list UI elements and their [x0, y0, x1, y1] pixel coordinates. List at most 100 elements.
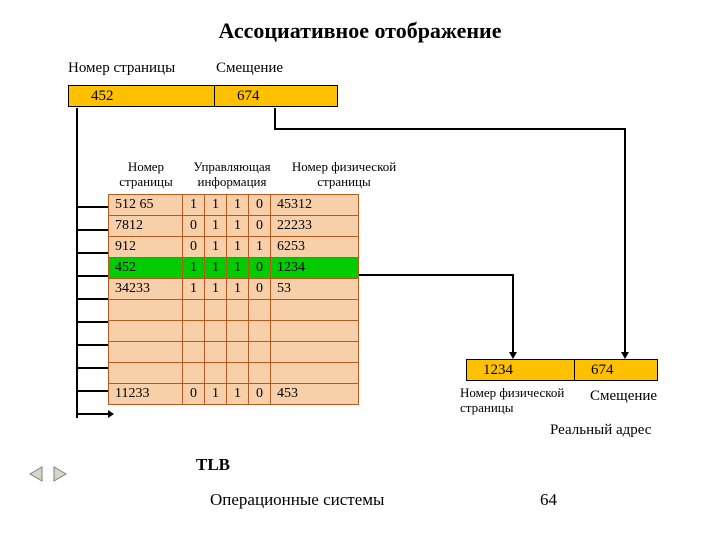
va-header-offset: Смещение	[216, 60, 283, 77]
tlb-header-page: Номер страницы	[110, 160, 182, 190]
tlb-phys-cell: 22233	[271, 216, 359, 237]
tlb-bit-cell	[249, 342, 271, 363]
lookup-bus	[76, 108, 108, 418]
table-row: 45211101234	[109, 258, 359, 279]
diagram-title: Ассоциативное отображение	[0, 18, 720, 44]
table-row	[109, 342, 359, 363]
tlb-table: 512 651110453127812011022233912011162534…	[108, 194, 359, 405]
table-row: 7812011022233	[109, 216, 359, 237]
tlb-bit-cell: 1	[205, 237, 227, 258]
page-number: 64	[540, 490, 557, 510]
tlb-bit-cell: 0	[183, 216, 205, 237]
tlb-bit-cell: 1	[249, 237, 271, 258]
tlb-bit-cell: 0	[249, 279, 271, 300]
tlb-bit-cell	[249, 363, 271, 384]
tlb-bit-cell: 1	[227, 384, 249, 405]
tlb-page-cell: 452	[109, 258, 183, 279]
tlb-bit-cell: 0	[183, 384, 205, 405]
tlb-phys-cell: 53	[271, 279, 359, 300]
tlb-bit-cell: 1	[183, 195, 205, 216]
conn-match-v	[512, 274, 514, 354]
tlb-page-cell: 512 65	[109, 195, 183, 216]
table-row: 512 65111045312	[109, 195, 359, 216]
virtual-address-box: 452 674	[68, 85, 338, 107]
chevron-right-icon	[52, 466, 68, 482]
table-row: 112330110453	[109, 384, 359, 405]
tlb-bit-cell	[249, 300, 271, 321]
tlb-phys-cell: 453	[271, 384, 359, 405]
table-row: 34233111053	[109, 279, 359, 300]
tlb-caption: TLB	[196, 455, 230, 475]
tlb-bit-cell	[183, 300, 205, 321]
ra-phys-cell: 1234	[467, 360, 575, 380]
tlb-bit-cell: 0	[249, 384, 271, 405]
prev-slide-button[interactable]	[28, 466, 44, 482]
conn-offset-h	[274, 128, 625, 130]
tlb-bit-cell: 1	[227, 237, 249, 258]
table-row	[109, 300, 359, 321]
footer-text: Операционные системы	[210, 490, 510, 510]
tlb-bit-cell: 0	[249, 216, 271, 237]
real-address-box: 1234 674	[466, 359, 658, 381]
tlb-bit-cell: 0	[249, 195, 271, 216]
table-row	[109, 321, 359, 342]
tlb-table-wrap: 512 651110453127812011022233912011162534…	[108, 194, 359, 405]
tlb-bit-cell	[183, 342, 205, 363]
tlb-bit-cell: 1	[205, 384, 227, 405]
chevron-left-icon	[28, 466, 44, 482]
tlb-bit-cell: 1	[227, 279, 249, 300]
tlb-bit-cell	[249, 321, 271, 342]
tlb-bit-cell	[183, 363, 205, 384]
tlb-bit-cell	[227, 363, 249, 384]
tlb-page-cell: 7812	[109, 216, 183, 237]
tlb-header-ctrl: Управляющая информация	[184, 160, 280, 190]
tlb-bit-cell	[183, 321, 205, 342]
tlb-page-cell: 34233	[109, 279, 183, 300]
tlb-bit-cell: 1	[183, 258, 205, 279]
tlb-phys-cell	[271, 342, 359, 363]
tlb-bit-cell	[205, 300, 227, 321]
va-page-cell: 452	[69, 86, 215, 106]
ra-title: Реальный адрес	[550, 422, 651, 439]
tlb-page-cell	[109, 342, 183, 363]
tlb-bit-cell	[205, 342, 227, 363]
tlb-bit-cell: 1	[183, 279, 205, 300]
tlb-bit-cell: 1	[227, 216, 249, 237]
tlb-bit-cell: 1	[205, 195, 227, 216]
tlb-phys-cell	[271, 300, 359, 321]
tlb-bit-cell	[205, 363, 227, 384]
tlb-phys-cell: 1234	[271, 258, 359, 279]
ra-label-offset: Смещение	[590, 388, 657, 405]
tlb-page-cell: 11233	[109, 384, 183, 405]
tlb-phys-cell: 45312	[271, 195, 359, 216]
tlb-bit-cell: 1	[205, 258, 227, 279]
tlb-phys-cell	[271, 321, 359, 342]
va-header-page: Номер страницы	[68, 60, 175, 77]
tlb-bit-cell	[205, 321, 227, 342]
ra-offset-cell: 674	[575, 360, 657, 380]
tlb-bit-cell	[227, 300, 249, 321]
conn-offset-v2	[624, 128, 626, 354]
va-offset-cell: 674	[215, 86, 337, 106]
tlb-bit-cell: 1	[205, 279, 227, 300]
tlb-bit-cell: 0	[249, 258, 271, 279]
tlb-bit-cell	[227, 342, 249, 363]
next-slide-button[interactable]	[52, 466, 68, 482]
tlb-bit-cell: 1	[205, 216, 227, 237]
table-row: 91201116253	[109, 237, 359, 258]
tlb-bit-cell: 1	[227, 258, 249, 279]
tlb-page-cell	[109, 300, 183, 321]
tlb-page-cell: 912	[109, 237, 183, 258]
conn-offset-v1	[274, 108, 276, 130]
tlb-bit-cell: 1	[227, 195, 249, 216]
tlb-phys-cell: 6253	[271, 237, 359, 258]
table-row	[109, 363, 359, 384]
tlb-bit-cell	[227, 321, 249, 342]
tlb-phys-cell	[271, 363, 359, 384]
conn-match-h	[358, 274, 513, 276]
tlb-page-cell	[109, 321, 183, 342]
tlb-bit-cell: 0	[183, 237, 205, 258]
ra-label-phys: Номер физической страницы	[460, 386, 580, 416]
tlb-header-phys: Номер физической страницы	[280, 160, 408, 190]
tlb-page-cell	[109, 363, 183, 384]
